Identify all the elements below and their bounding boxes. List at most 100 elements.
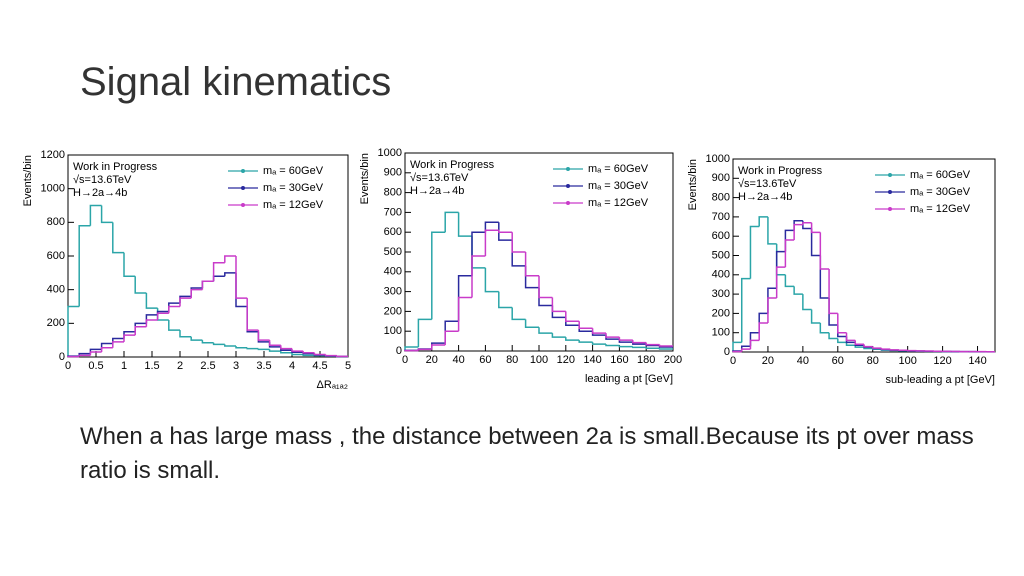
x-tick-label: 2.5	[200, 360, 215, 372]
annotation: H→2a→4b	[738, 191, 792, 203]
histogram-step	[134, 322, 147, 332]
histogram-step	[632, 346, 647, 349]
x-tick-label: 80	[867, 355, 879, 367]
histogram-step	[732, 341, 742, 352]
x-axis-label: leading a pt [GeV]	[585, 373, 673, 385]
histogram-step	[100, 205, 113, 224]
histogram-step	[775, 243, 786, 276]
histogram-step	[767, 297, 777, 324]
legend-marker	[241, 186, 245, 190]
histogram-step	[793, 223, 803, 241]
histogram-step	[828, 332, 838, 340]
legend-label: mₐ = 30GeV	[910, 186, 971, 198]
y-axis-label: Events/bin	[22, 155, 34, 206]
x-tick-label: 0	[402, 354, 408, 366]
histogram-step	[457, 212, 472, 237]
legend-marker	[566, 201, 570, 205]
y-tick-label: 1000	[41, 183, 65, 195]
histogram-step	[740, 277, 751, 343]
y-tick-label: 400	[384, 266, 402, 278]
histogram-step	[168, 302, 180, 312]
annotation: √s=13.6TeV	[738, 178, 797, 190]
x-tick-label: 200	[664, 354, 682, 366]
annotation: Work in Progress	[738, 165, 823, 177]
x-tick-label: 60	[832, 355, 844, 367]
legend-label: mₐ = 12GeV	[910, 203, 971, 215]
histogram-step	[201, 280, 214, 290]
x-axis-label: ΔRₐ₁ₐ₂	[317, 379, 348, 391]
histogram-step	[431, 231, 446, 320]
histogram-step	[89, 351, 102, 356]
histogram-step	[511, 232, 526, 253]
histogram-step	[457, 296, 472, 332]
x-tick-label: 3.5	[256, 360, 271, 372]
histogram-step	[845, 336, 856, 344]
y-tick-label: 800	[384, 187, 402, 199]
histogram-step	[538, 287, 553, 307]
histogram-step	[246, 347, 259, 350]
y-tick-label: 700	[712, 211, 730, 223]
y-tick-label: 200	[712, 307, 730, 319]
histogram-step	[578, 321, 593, 329]
histogram-step	[168, 319, 180, 331]
y-tick-label: 400	[712, 269, 730, 281]
x-tick-label: 1.5	[144, 360, 159, 372]
histogram-step	[224, 272, 236, 277]
chart: 0 200 400 600 800 1000 1200 0 0.5 1 1.5 2 2.5 3 3.5 4 4.…	[22, 149, 351, 391]
histogram-step	[810, 309, 821, 324]
histogram-step	[302, 354, 315, 357]
histogram-step	[471, 236, 486, 269]
x-tick-label: 1	[121, 360, 127, 372]
x-tick-label: 3	[233, 360, 239, 372]
chart: 0 100 200 300 400 500 600 700 800 900 1000 0 20 40 60 8…	[359, 147, 682, 385]
histogram-step	[457, 275, 472, 322]
histogram-step	[246, 306, 259, 333]
slide-title: Signal kinematics	[80, 60, 392, 104]
histogram-step	[819, 255, 830, 299]
histogram-step	[190, 288, 203, 299]
legend-marker	[566, 184, 570, 188]
histogram-step	[880, 348, 891, 350]
x-tick-label: 120	[933, 355, 951, 367]
legend-marker	[241, 203, 245, 207]
histogram-step	[235, 256, 248, 299]
histogram-step	[802, 220, 812, 230]
histogram-step	[819, 323, 830, 334]
histogram-step	[246, 298, 259, 331]
y-tick-label: 0	[59, 351, 65, 363]
histogram-step	[201, 340, 214, 344]
histogram-step	[471, 231, 486, 276]
histogram-step	[313, 352, 326, 356]
histogram-step	[257, 330, 270, 341]
histogram-step	[201, 280, 214, 288]
histogram-step	[837, 324, 847, 338]
y-tick-label: 100	[712, 327, 730, 339]
x-tick-label: 180	[637, 354, 655, 366]
y-tick-label: 200	[47, 317, 65, 329]
histogram-step	[268, 349, 281, 352]
y-tick-label: 900	[712, 172, 730, 184]
x-tick-label: 140	[583, 354, 601, 366]
histogram-step	[498, 291, 513, 309]
y-axis-label: Events/bin	[687, 159, 699, 210]
histogram-step	[618, 337, 633, 341]
histogram-step	[224, 255, 236, 263]
annotation: √s=13.6TeV	[73, 174, 132, 186]
histogram-step	[498, 230, 513, 233]
histogram-step	[156, 312, 169, 320]
histogram-step	[775, 266, 786, 298]
x-tick-label: 0	[65, 360, 71, 372]
annotation: Work in Progress	[410, 159, 495, 171]
histogram-step	[179, 330, 192, 338]
legend-marker	[241, 169, 245, 173]
histogram-step	[145, 319, 158, 327]
legend-marker	[888, 173, 892, 177]
legend-label: mₐ = 30GeV	[263, 182, 324, 194]
histogram-step	[632, 340, 647, 344]
histogram-step	[471, 255, 486, 298]
histogram-step	[565, 311, 580, 323]
histogram-step	[591, 328, 606, 334]
histogram-step	[538, 275, 553, 299]
y-tick-label: 600	[712, 230, 730, 242]
